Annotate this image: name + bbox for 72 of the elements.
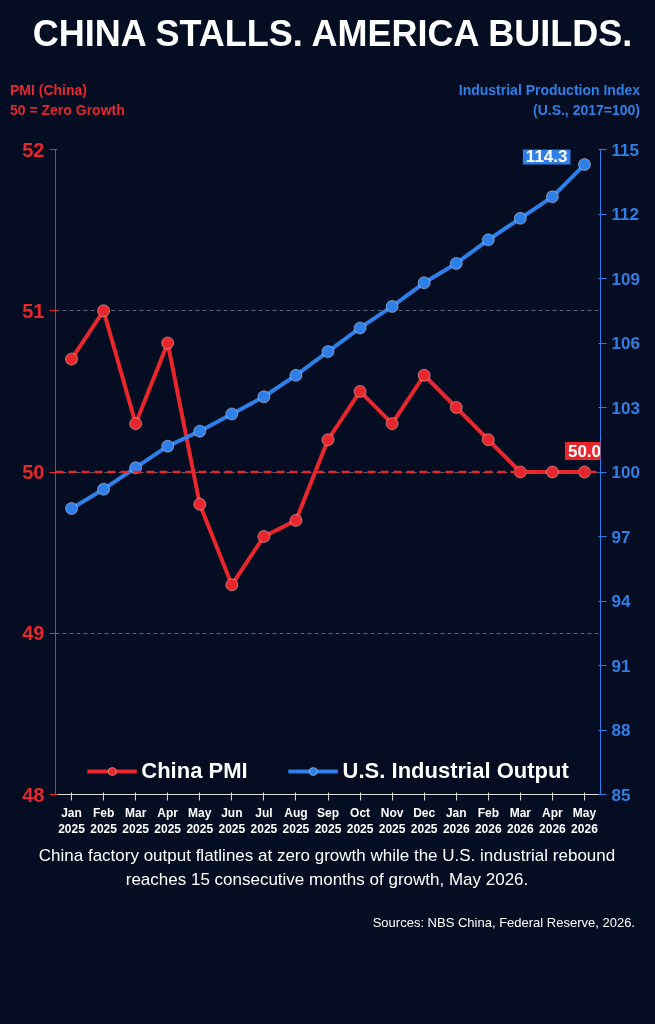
point [321,345,335,359]
x-tick-label: Sep 2025 [314,805,342,837]
x-tick-label: Apr 2026 [539,805,567,837]
y2-axis-title: Industrial Production Index (U.S., 2017=100) [458,81,640,120]
x-tick-label: Jul 2025 [250,805,278,837]
point [97,304,111,318]
y-tick-label: 52 [22,138,45,161]
y2-tick-label: 109 [611,269,640,289]
source-note: Sources: NBS China, Federal Reserve, 2026. [372,914,635,932]
point [65,352,79,366]
point [225,578,239,592]
y-axis-title: PMI (China) 50 = Zero Growth [10,81,125,120]
point [449,401,463,414]
point [545,190,559,204]
y2-tick-label: 115 [611,140,639,160]
point [257,530,271,543]
point [97,482,111,496]
point [353,321,367,335]
x-tick-label: Nov 2025 [378,805,406,837]
x-tick-label: Jun 2025 [218,805,246,837]
y2-tick-label: 85 [611,785,631,805]
point [129,417,143,431]
point [385,417,399,431]
x-tick-label: Feb 2026 [474,805,502,837]
x-tick-label: Apr 2025 [154,805,182,837]
point [225,407,239,421]
y2-tick-label: 112 [611,205,639,224]
point [513,211,527,225]
x-tick-label: May 2026 [571,805,599,837]
y2-tick-label: 103 [611,398,640,418]
y-tick-label: 49 [22,622,45,645]
data-label: 114.3 [525,146,568,166]
text: China factory output flatlines at zero growth while the U.S. industrial rebound reaches 15 consecutive months of growth, May 2026. [37,845,617,892]
point [481,433,495,447]
y2-tick-label: 94 [611,592,631,611]
legend-label: China PMI [141,758,248,784]
y2-tick-label: 100 [611,463,640,482]
point [257,390,271,404]
y-tick-label: 51 [22,299,45,322]
x-tick-label: Jan 2025 [58,805,86,837]
point [577,158,591,172]
data-label: 50.0 [567,442,602,461]
point [193,497,207,511]
point [193,424,207,438]
y2-tick-label: 106 [611,334,640,353]
point [449,256,463,270]
point [65,502,79,516]
y-tick-label: 48 [22,783,45,806]
point [417,368,431,382]
legend-label: U.S. Industrial Output [342,758,569,784]
x-tick-label: Mar 2026 [507,805,535,837]
point [321,433,335,447]
point [353,384,367,398]
x-tick-label: Aug 2025 [282,805,310,837]
chart-title: CHINA STALLS. AMERICA BUILDS. [32,12,633,56]
point [417,276,431,290]
point [385,299,399,313]
y2-tick-label: 91 [611,656,631,676]
x-tick-label: Mar 2025 [122,805,150,837]
point [161,439,175,453]
x-tick-label: May 2025 [186,805,214,837]
x-tick-label: Feb 2025 [90,805,118,837]
y-tick-label: 50 [22,461,45,483]
x-tick-label: Jan 2026 [442,805,470,837]
point [289,368,303,382]
x-tick-label: Oct 2025 [346,805,374,837]
x-tick-label: Dec 2025 [410,805,438,837]
y2-tick-label: 97 [611,527,631,547]
y2-tick-label: 88 [611,721,631,740]
point [161,336,175,350]
point [289,513,303,527]
point [481,233,495,247]
